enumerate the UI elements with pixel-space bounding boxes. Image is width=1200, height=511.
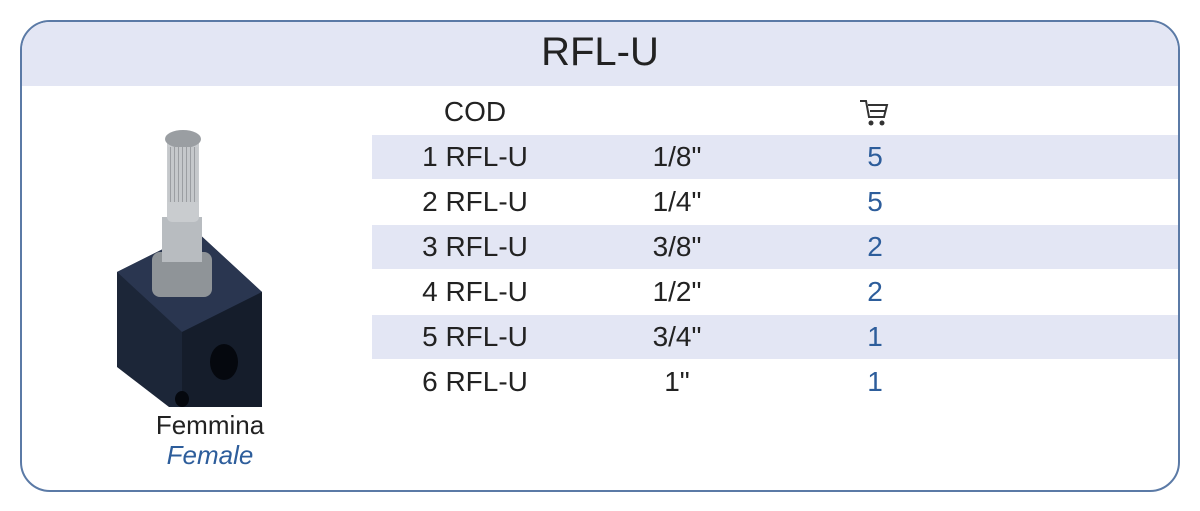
size: 3/8" bbox=[652, 231, 702, 262]
size: 1/2" bbox=[652, 276, 702, 307]
product-image bbox=[117, 130, 262, 407]
size: 1/4" bbox=[652, 186, 702, 217]
caption-en: Female bbox=[166, 440, 254, 470]
size: 3/4" bbox=[652, 321, 702, 352]
cart-icon bbox=[860, 100, 889, 126]
quantity: 5 bbox=[867, 186, 883, 217]
code: 6 RFL-U bbox=[422, 366, 528, 397]
quantity: 5 bbox=[867, 141, 883, 172]
product-card: RFL-U Femmina Female COD 1 RFL-U 1/8" 5 2 R… bbox=[20, 20, 1180, 492]
size: 1" bbox=[664, 366, 690, 397]
code: 5 RFL-U bbox=[422, 321, 528, 352]
row-band bbox=[372, 135, 1178, 179]
header-band: RFL-U bbox=[22, 22, 1178, 86]
row-band bbox=[372, 225, 1178, 269]
code: 4 RFL-U bbox=[422, 276, 528, 307]
quantity: 2 bbox=[867, 231, 883, 262]
quantity: 2 bbox=[867, 276, 883, 307]
column-header: COD bbox=[443, 96, 507, 127]
caption: Femmina bbox=[155, 410, 265, 440]
quantity: 1 bbox=[867, 366, 883, 397]
code: 2 RFL-U bbox=[422, 186, 528, 217]
title: RFL-U bbox=[541, 30, 659, 74]
quantity: 1 bbox=[867, 321, 883, 352]
code: 3 RFL-U bbox=[422, 231, 528, 262]
row-band bbox=[372, 315, 1178, 359]
code: 1 RFL-U bbox=[422, 141, 528, 172]
size: 1/8" bbox=[652, 141, 702, 172]
